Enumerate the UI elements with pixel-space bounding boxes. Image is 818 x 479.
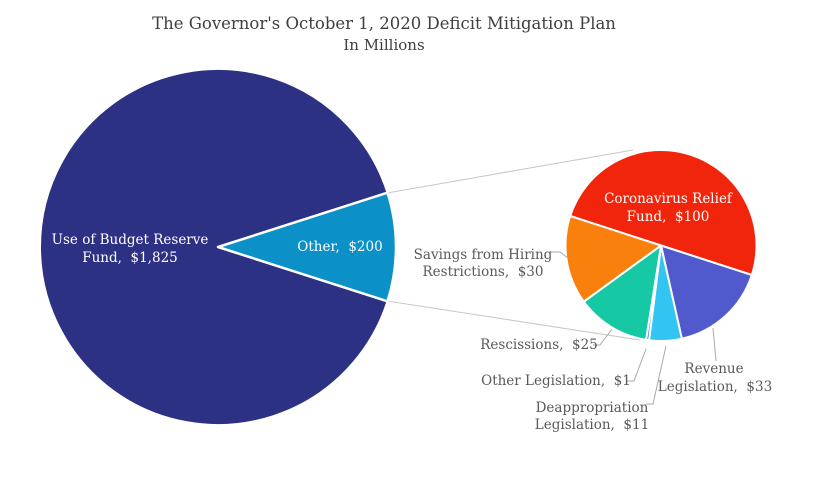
connector-line-top xyxy=(386,149,634,194)
leader-deappropriation xyxy=(646,345,667,405)
pie-slice-rescissions xyxy=(582,244,662,341)
series-connector-lines xyxy=(386,149,641,341)
pie-slice-savings-from-hiring-restrictions xyxy=(564,214,662,303)
chart-subtitle: In Millions xyxy=(343,36,424,54)
pie-slice-coronavirus-relief-fund xyxy=(569,149,758,277)
label-deappropriation-line1: Deappropriation xyxy=(536,400,649,416)
label-deappropriation-line2: Legislation, $11 xyxy=(535,417,649,433)
pie-slice-revenue-legislation xyxy=(660,244,753,340)
leader-savings xyxy=(552,251,569,259)
leader-revenue xyxy=(712,327,717,362)
chart-title: The Governor's October 1, 2020 Deficit M… xyxy=(152,14,616,33)
label-revenue-line2: Legislation, $33 xyxy=(658,379,772,395)
label-leader-lines xyxy=(552,251,717,405)
leader-rescissions xyxy=(593,328,613,346)
label-savings-line1: Savings from Hiring xyxy=(414,247,553,263)
label-revenue-line1: Revenue xyxy=(684,361,743,377)
pie-slice-use-of-budget-reserve-fund xyxy=(39,68,389,426)
secondary-pie xyxy=(564,149,758,342)
label-savings-line2: Restrictions, $30 xyxy=(423,264,544,280)
label-other-wedge: Other, $200 xyxy=(297,239,382,255)
leader-other-legislation xyxy=(627,348,647,382)
label-coronavirus-line1: Coronavirus Relief xyxy=(604,191,733,207)
label-other-legislation: Other Legislation, $1 xyxy=(481,373,631,389)
label-coronavirus-line2: Fund, $100 xyxy=(627,209,710,225)
pie-slice-other xyxy=(216,191,398,303)
main-pie xyxy=(39,68,398,426)
label-budget-reserve-line2: Fund, $1,825 xyxy=(82,250,178,266)
label-budget-reserve-line1: Use of Budget Reserve xyxy=(52,232,209,248)
connector-line-bottom xyxy=(386,300,641,341)
label-rescissions: Rescissions, $25 xyxy=(480,337,598,353)
